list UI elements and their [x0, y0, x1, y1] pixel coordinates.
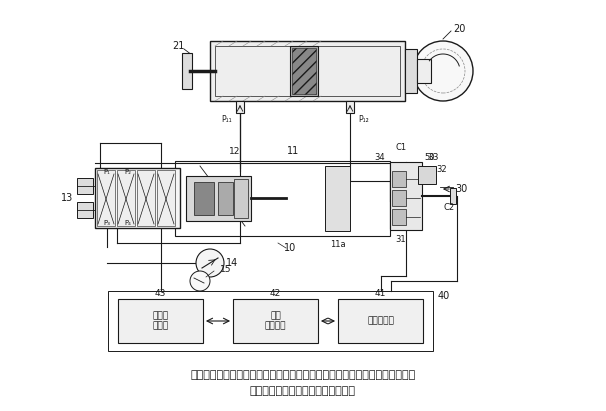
Text: 图为表示使用本发明的一个实施例所涉及的滑阀型流量控制阀，对流体压力缸: 图为表示使用本发明的一个实施例所涉及的滑阀型流量控制阀，对流体压力缸	[190, 370, 416, 380]
Text: 进行驱动控制的系统的一个例子的图: 进行驱动控制的系统的一个例子的图	[250, 386, 356, 396]
Text: 制限
控制单元: 制限 控制单元	[265, 311, 286, 331]
Bar	[182, 53, 192, 89]
Text: P₁₁: P₁₁	[221, 115, 232, 123]
Bar	[108, 291, 433, 351]
Bar	[392, 209, 406, 225]
Bar	[215, 46, 400, 96]
Text: 21: 21	[172, 41, 184, 51]
Text: P₁₂: P₁₂	[358, 115, 368, 123]
Bar	[175, 161, 390, 236]
Text: 50: 50	[424, 152, 435, 162]
Bar	[97, 170, 115, 226]
Text: 13: 13	[61, 193, 73, 203]
Bar	[118, 299, 203, 343]
Bar	[450, 188, 456, 204]
Text: 32: 32	[436, 166, 447, 175]
Bar	[186, 176, 251, 221]
Text: 20: 20	[453, 24, 465, 34]
Bar	[292, 48, 316, 94]
Text: 33: 33	[427, 152, 439, 162]
Text: 30: 30	[455, 184, 467, 194]
Bar	[218, 182, 233, 215]
Text: 42: 42	[270, 289, 281, 298]
Bar	[157, 170, 175, 226]
Bar	[346, 101, 354, 113]
Bar	[418, 166, 436, 184]
Text: 10: 10	[284, 243, 296, 253]
Bar	[338, 299, 423, 343]
Text: 11: 11	[287, 146, 299, 156]
Bar	[325, 166, 350, 231]
Bar	[194, 182, 214, 215]
Text: 15: 15	[220, 265, 231, 273]
Bar	[405, 49, 417, 93]
Text: 濃动器
驱动器: 濃动器 驱动器	[153, 311, 168, 331]
Bar	[236, 101, 244, 113]
Bar	[210, 41, 405, 101]
Text: C1: C1	[395, 143, 406, 152]
Text: 11a: 11a	[330, 240, 346, 249]
Bar	[417, 59, 431, 83]
Bar	[390, 162, 422, 230]
Circle shape	[413, 41, 473, 101]
Bar	[77, 202, 93, 218]
Text: 43: 43	[155, 289, 166, 298]
Text: 34: 34	[375, 152, 385, 162]
Text: P₄: P₄	[125, 220, 132, 226]
Bar	[234, 179, 248, 218]
Circle shape	[196, 249, 224, 277]
Bar	[233, 299, 318, 343]
Bar	[392, 190, 406, 206]
Text: 40: 40	[438, 291, 450, 301]
Text: 41: 41	[375, 289, 386, 298]
Text: 12: 12	[229, 146, 241, 155]
Text: 31: 31	[395, 235, 405, 243]
Text: C2: C2	[444, 203, 455, 212]
Circle shape	[190, 271, 210, 291]
Bar	[137, 170, 155, 226]
Bar	[392, 171, 406, 187]
Text: P₂: P₂	[124, 169, 132, 175]
Bar	[95, 168, 180, 228]
Text: P₁: P₁	[104, 169, 110, 175]
Bar	[290, 46, 318, 96]
Bar	[77, 178, 93, 194]
Text: P₃: P₃	[104, 220, 110, 226]
Bar	[117, 170, 135, 226]
Text: 14: 14	[226, 258, 238, 268]
Text: 主控制单元: 主控制单元	[367, 316, 394, 326]
